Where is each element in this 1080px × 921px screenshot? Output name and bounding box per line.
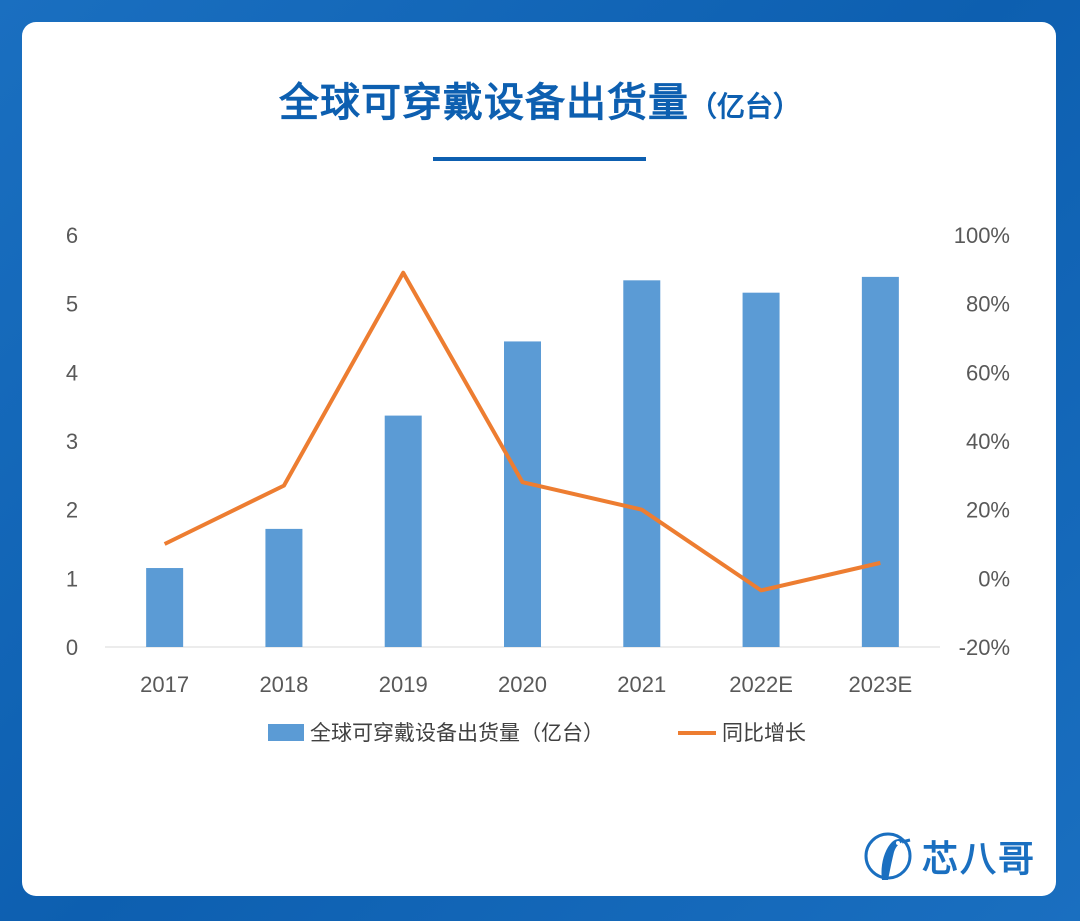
chart-title: 全球可穿戴设备出货量（亿台） xyxy=(0,70,1080,128)
chart-title-main: 全球可穿戴设备出货量 xyxy=(278,80,689,126)
x-label-2020: 2020 xyxy=(498,672,547,697)
x-label-2021: 2021 xyxy=(617,672,666,697)
chart-title-unit: （亿台） xyxy=(688,90,801,123)
bar-2019 xyxy=(384,415,422,647)
right-axis-ticks: -20% 0% 20% 40% 60% 80% 100% xyxy=(954,223,1010,660)
right-tick-label: 0% xyxy=(978,566,1010,591)
left-tick-label: 1 xyxy=(66,566,78,591)
left-tick-label: 4 xyxy=(66,360,78,385)
title-underline xyxy=(433,157,646,161)
x-label-2022E: 2022E xyxy=(729,672,793,697)
line-series xyxy=(163,270,881,593)
bar-2018 xyxy=(265,528,303,647)
left-tick-label: 6 xyxy=(66,223,78,248)
right-tick-label: 60% xyxy=(966,360,1010,385)
legend-bar-label: 全球可穿戴设备出货量（亿台） xyxy=(310,721,604,745)
legend-line-label: 同比增长 xyxy=(722,721,806,745)
right-tick-label: 20% xyxy=(966,498,1010,523)
x-label-2023E: 2023E xyxy=(849,672,913,697)
bar-2020 xyxy=(504,341,541,647)
x-label-2018: 2018 xyxy=(259,672,308,697)
right-tick-label: 80% xyxy=(966,292,1010,317)
bar-series xyxy=(146,276,899,647)
right-tick-label: 40% xyxy=(966,429,1010,454)
x-axis-labels: 2017 2018 2019 2020 2021 2022E 2023E xyxy=(140,672,912,697)
left-tick-label: 5 xyxy=(66,292,78,317)
bar-2017 xyxy=(146,568,184,647)
right-tick-label: -20% xyxy=(959,635,1010,660)
x-label-2017: 2017 xyxy=(140,672,189,697)
bird-logo-icon xyxy=(864,832,912,880)
left-tick-label: 2 xyxy=(66,498,78,523)
x-label-2019: 2019 xyxy=(379,672,428,697)
bar-2023E xyxy=(861,276,899,647)
left-axis-ticks: 0 1 2 3 4 5 6 xyxy=(66,223,78,660)
left-tick-label: 3 xyxy=(66,429,78,454)
logo-text: 芯八哥 xyxy=(922,839,1037,880)
right-tick-label: 100% xyxy=(954,223,1010,248)
bar-2021 xyxy=(623,280,661,647)
left-tick-label: 0 xyxy=(66,635,78,660)
bar-2022E xyxy=(742,292,780,647)
legend-bar-swatch xyxy=(268,724,304,741)
legend: 全球可穿戴设备出货量（亿台） 同比增长 xyxy=(268,721,806,745)
brand-logo: 芯八哥 xyxy=(862,826,1036,886)
